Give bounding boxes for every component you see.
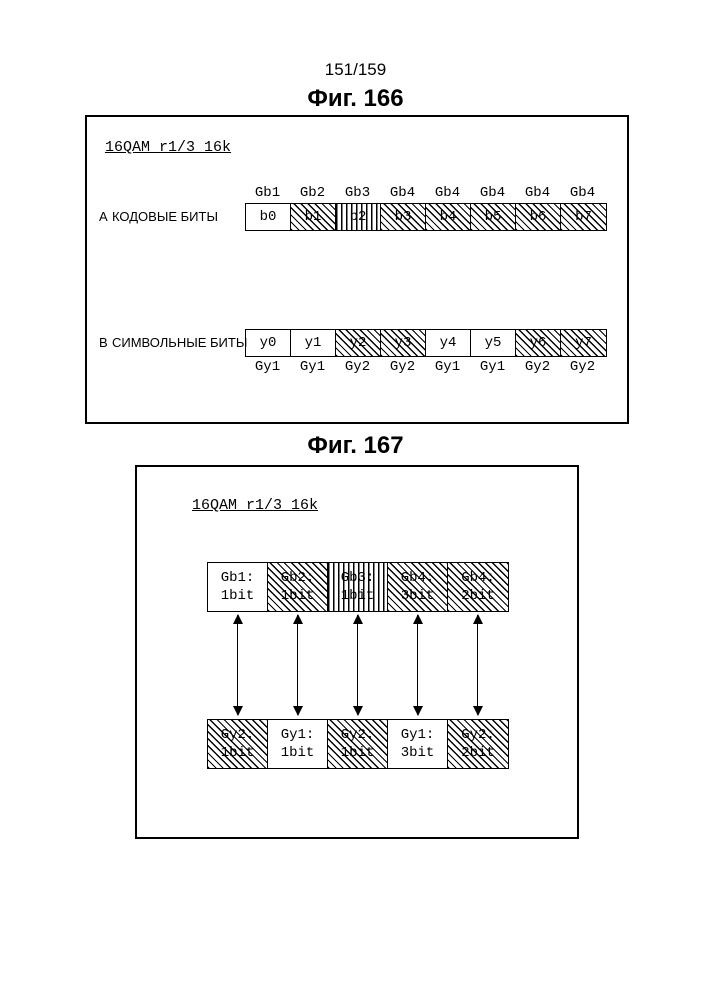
symbol-bit-cell: y7 [561,330,606,356]
code-bit-cell: b7 [561,204,606,230]
symbol-bit-cell: y1 [291,330,336,356]
page-number: 151/159 [0,60,711,80]
symbol-bit-cell: y3 [381,330,426,356]
double-arrow-icon [357,615,358,715]
code-bit-cell: b2 [336,204,381,230]
rowB-label: СИМВОЛЬНЫЕ БИТЫ [112,335,247,350]
symbol-bit-cell: y4 [426,330,471,356]
group-cell: Gy1:3bit [388,720,448,768]
group-cell: Gb4:2bit [448,563,508,611]
gy-label: Gy2 [335,359,380,375]
code-bit-cell: b3 [381,204,426,230]
double-arrow-icon [477,615,478,715]
gy-label: Gy2 [380,359,425,375]
gb-label: Gb4 [425,185,470,201]
gy-label: Gy1 [470,359,515,375]
double-arrow-icon [417,615,418,715]
group-cell: Gb1:1bit [208,563,268,611]
gy-label: Gy2 [560,359,605,375]
fig167-bottom-cells: Gy2:1bitGy1:1bitGy2:1bitGy1:3bitGy2:2bit [207,719,509,769]
code-bit-cell: b1 [291,204,336,230]
gy-label: Gy1 [245,359,290,375]
code-bit-cell: b4 [426,204,471,230]
group-cell: Gy1:1bit [268,720,328,768]
page: 151/159 Фиг. 166 16QAM r1/3 16k Gb1Gb2Gb… [0,0,711,1000]
group-cell: Gy2:1bit [208,720,268,768]
gy-label: Gy1 [425,359,470,375]
group-cell: Gy2:1bit [328,720,388,768]
symbol-bit-cell: y5 [471,330,516,356]
rowB-prefix: B [99,335,108,350]
group-cell: Gy2:2bit [448,720,508,768]
gb-label: Gb4 [515,185,560,201]
rowB-bottom-labels: Gy1Gy1Gy2Gy2Gy1Gy1Gy2Gy2 [245,359,605,375]
code-bit-cell: b6 [516,204,561,230]
symbol-bit-cell: y0 [246,330,291,356]
group-cell: Gb2:1bit [268,563,328,611]
code-bit-cell: b5 [471,204,516,230]
fig166-frame: 16QAM r1/3 16k Gb1Gb2Gb3Gb4Gb4Gb4Gb4Gb4 … [85,115,629,424]
gy-label: Gy1 [290,359,335,375]
rowA-top-labels: Gb1Gb2Gb3Gb4Gb4Gb4Gb4Gb4 [245,185,605,201]
group-cell: Gb4:3bit [388,563,448,611]
gb-label: Gb4 [380,185,425,201]
group-cell: Gb3:1bit [328,563,388,611]
fig166-scheme: 16QAM r1/3 16k [105,139,231,156]
double-arrow-icon [297,615,298,715]
gb-label: Gb2 [290,185,335,201]
symbol-bit-cell: y2 [336,330,381,356]
fig167-top-cells: Gb1:1bitGb2:1bitGb3:1bitGb4:3bitGb4:2bit [207,562,509,612]
gb-label: Gb4 [470,185,515,201]
fig167-arrows [207,615,507,715]
symbol-bit-cell: y6 [516,330,561,356]
rowA-cells: b0b1b2b3b4b5b6b7 [245,203,607,231]
gy-label: Gy2 [515,359,560,375]
gb-label: Gb3 [335,185,380,201]
fig167-frame: 16QAM r1/3 16k Gb1:1bitGb2:1bitGb3:1bitG… [135,465,579,839]
gb-label: Gb4 [560,185,605,201]
code-bit-cell: b0 [246,204,291,230]
rowA-label: КОДОВЫЕ БИТЫ [112,209,218,224]
rowB-cells: y0y1y2y3y4y5y6y7 [245,329,607,357]
double-arrow-icon [237,615,238,715]
fig166-caption: Фиг. 166 [0,85,711,113]
fig167-scheme: 16QAM r1/3 16k [192,497,318,514]
rowA-prefix: A [99,209,108,224]
gb-label: Gb1 [245,185,290,201]
fig167-caption: Фиг. 167 [0,432,711,460]
